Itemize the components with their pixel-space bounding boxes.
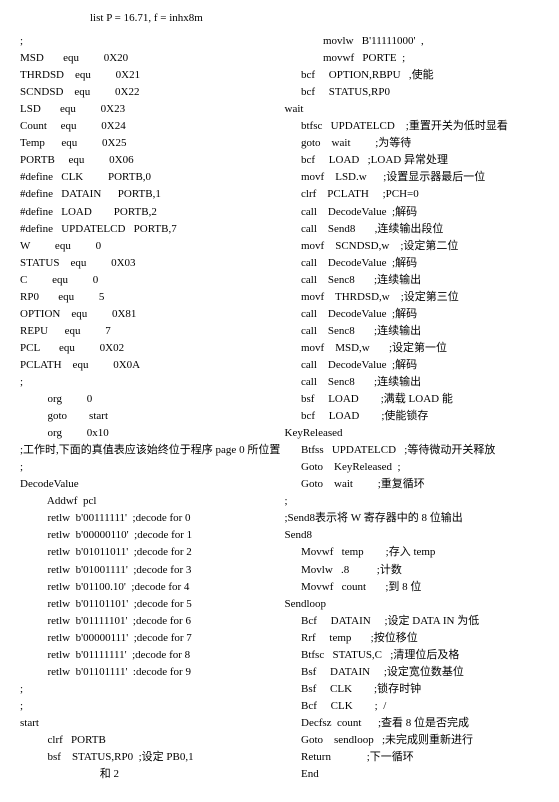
code-line: THRDSD equ 0X21 bbox=[20, 67, 275, 84]
code-line: btfsc UPDATELCD ;重置开关为低时显看 bbox=[285, 118, 540, 135]
code-line: Movwf count ;到 8 位 bbox=[285, 579, 540, 596]
code-line: bsf STATUS,RP0 ;设定 PB0,1 bbox=[20, 749, 275, 766]
code-line: retlw b'00111111' ;decode for 0 bbox=[20, 510, 275, 527]
code-line: REPU equ 7 bbox=[20, 323, 275, 340]
code-line: #define UPDATELCD PORTB,7 bbox=[20, 221, 275, 238]
code-line: call DecodeValue ;解码 bbox=[285, 204, 540, 221]
code-line: call Senc8 ;连续输出 bbox=[285, 323, 540, 340]
code-line: ; bbox=[20, 33, 275, 50]
code-line: bcf STATUS,RP0 bbox=[285, 84, 540, 101]
code-line: bcf OPTION,RBPU ,使能 bbox=[285, 67, 540, 84]
code-line: call DecodeValue ;解码 bbox=[285, 357, 540, 374]
code-line: retlw b'01001111' ;decode for 3 bbox=[20, 562, 275, 579]
code-line: #define LOAD PORTB,2 bbox=[20, 204, 275, 221]
code-line: retlw b'01101111' :decode for 9 bbox=[20, 664, 275, 681]
code-line: End bbox=[285, 766, 540, 783]
code-line: Goto sendloop ;未完成则重新进行 bbox=[285, 732, 540, 749]
code-line: retlw b'01101101' ;decode for 5 bbox=[20, 596, 275, 613]
code-line: RP0 equ 5 bbox=[20, 289, 275, 306]
header-line: list P = 16.71, f = inhx8m bbox=[20, 10, 539, 27]
code-line: Goto KeyReleased ; bbox=[285, 459, 540, 476]
code-line: movf LSD.w ;设置显示器最后一位 bbox=[285, 169, 540, 186]
code-line: Bsf CLK ;锁存时钟 bbox=[285, 681, 540, 698]
code-line: ;工作时,下面的真值表应该始终位于程序 page 0 所位置 bbox=[20, 442, 275, 459]
code-line: Bcf CLK ; / bbox=[285, 698, 540, 715]
code-line: PCL equ 0X02 bbox=[20, 340, 275, 357]
code-line: #define DATAIN PORTB,1 bbox=[20, 186, 275, 203]
code-line: C equ 0 bbox=[20, 272, 275, 289]
code-line: retlw b'01111101' ;decode for 6 bbox=[20, 613, 275, 630]
code-line: Goto wait ;重复循环 bbox=[285, 476, 540, 493]
code-line: ; bbox=[20, 681, 275, 698]
code-line: Movlw .8 ;计数 bbox=[285, 562, 540, 579]
code-line: LSD equ 0X23 bbox=[20, 101, 275, 118]
code-line: org 0x10 bbox=[20, 425, 275, 442]
code-line: movf MSD,w ;设定第一位 bbox=[285, 340, 540, 357]
code-line: retlw b'00000111' ;decode for 7 bbox=[20, 630, 275, 647]
code-line: retlw b'01111111' ;decode for 8 bbox=[20, 647, 275, 664]
code-line: Btfss UPDATELCD ;等待微动开关释放 bbox=[285, 442, 540, 459]
code-line: 和 2 bbox=[20, 766, 275, 783]
code-line: ; bbox=[285, 493, 540, 510]
code-line: clrf PORTB bbox=[20, 732, 275, 749]
code-line: DecodeValue bbox=[20, 476, 275, 493]
code-line: ; bbox=[20, 374, 275, 391]
code-line: PORTB equ 0X06 bbox=[20, 152, 275, 169]
code-line: W equ 0 bbox=[20, 238, 275, 255]
code-line: #define CLK PORTB,0 bbox=[20, 169, 275, 186]
code-line: Addwf pcl bbox=[20, 493, 275, 510]
code-line: ; bbox=[20, 459, 275, 476]
code-line: call Send8 ,连续输出段位 bbox=[285, 221, 540, 238]
code-line: bcf LOAD ;使能锁存 bbox=[285, 408, 540, 425]
code-line: org 0 bbox=[20, 391, 275, 408]
code-line: Return ;下一循环 bbox=[285, 749, 540, 766]
code-line: Bsf DATAIN ;设定宽位数基位 bbox=[285, 664, 540, 681]
code-line: goto start bbox=[20, 408, 275, 425]
code-line: Bcf DATAIN ;设定 DATA IN 为低 bbox=[285, 613, 540, 630]
code-line: ;Send8表示将 W 寄存器中的 8 位输出 bbox=[285, 510, 540, 527]
code-line: Btfsc STATUS,C ;清理位后及格 bbox=[285, 647, 540, 664]
code-line: start bbox=[20, 715, 275, 732]
code-line: KeyReleased bbox=[285, 425, 540, 442]
code-line: Sendloop bbox=[285, 596, 540, 613]
code-line: ; bbox=[20, 698, 275, 715]
code-line: clrf PCLATH ;PCH=0 bbox=[285, 186, 540, 203]
code-line: retlw b'00000110' ;decode for 1 bbox=[20, 527, 275, 544]
code-line: Send8 bbox=[285, 527, 540, 544]
code-line: Rrf temp ;按位移位 bbox=[285, 630, 540, 647]
left-column: ;MSD equ 0X20THRDSD equ 0X21SCNDSD equ 0… bbox=[20, 33, 275, 783]
code-line: movf THRDSD,w ;设定第三位 bbox=[285, 289, 540, 306]
code-line: retlw b'01100.10' ;decode for 4 bbox=[20, 579, 275, 596]
code-line: Movwf temp ;存入 temp bbox=[285, 544, 540, 561]
code-line: Temp equ 0X25 bbox=[20, 135, 275, 152]
code-columns: ;MSD equ 0X20THRDSD equ 0X21SCNDSD equ 0… bbox=[20, 33, 539, 783]
code-line: movf SCNDSD,w ;设定第二位 bbox=[285, 238, 540, 255]
code-line: call Senc8 ;连续输出 bbox=[285, 374, 540, 391]
code-line: STATUS equ 0X03 bbox=[20, 255, 275, 272]
code-line: movwf PORTE ; bbox=[285, 50, 540, 67]
code-line: OPTION equ 0X81 bbox=[20, 306, 275, 323]
code-line: bsf LOAD ;满载 LOAD 能 bbox=[285, 391, 540, 408]
code-line: call DecodeValue ;解码 bbox=[285, 255, 540, 272]
code-line: Decfsz count ;查看 8 位是否完成 bbox=[285, 715, 540, 732]
code-line: call Senc8 ;连续输出 bbox=[285, 272, 540, 289]
code-line: movlw B'11111000' , bbox=[285, 33, 540, 50]
code-line: MSD equ 0X20 bbox=[20, 50, 275, 67]
code-line: SCNDSD equ 0X22 bbox=[20, 84, 275, 101]
code-line: wait bbox=[285, 101, 540, 118]
right-column: movlw B'11111000' , movwf PORTE ; bcf OP… bbox=[285, 33, 540, 783]
code-line: Count equ 0X24 bbox=[20, 118, 275, 135]
code-line: call DecodeValue ;解码 bbox=[285, 306, 540, 323]
code-line: goto wait ;为等待 bbox=[285, 135, 540, 152]
code-line: PCLATH equ 0X0A bbox=[20, 357, 275, 374]
code-line: retlw b'01011011' ;decode for 2 bbox=[20, 544, 275, 561]
code-line: bcf LOAD ;LOAD 异常处理 bbox=[285, 152, 540, 169]
